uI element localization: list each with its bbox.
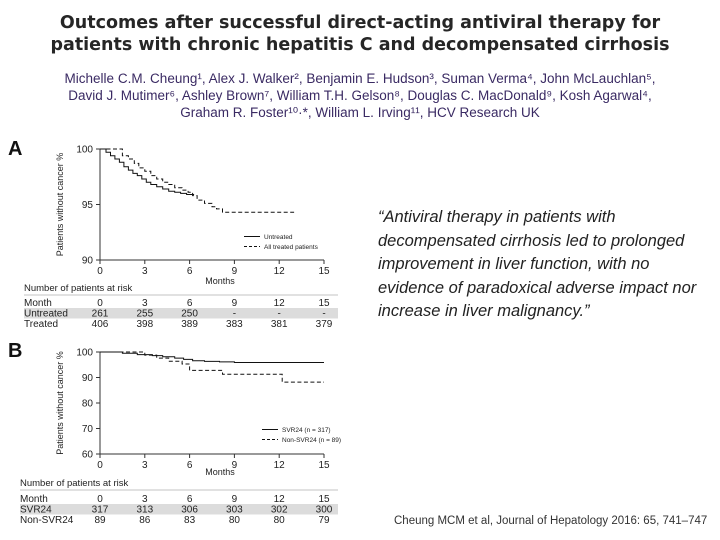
panel-a-risk-table-cell: - — [278, 309, 281, 320]
panel-a-risk-table-cell: 398 — [136, 319, 153, 330]
panel-b-series-line-1 — [100, 351, 324, 363]
panel-a-x-tick-label: 3 — [142, 266, 148, 277]
panel-b-risk-table-cell: 80 — [229, 515, 241, 526]
panel-b-y-tick-label: 80 — [82, 399, 94, 410]
panel-a-x-axis-label: Months — [205, 276, 235, 286]
panel-b-label: B — [8, 340, 23, 362]
panel-b-x-tick-label: 9 — [232, 460, 238, 471]
panel-a-series-line-1 — [100, 148, 195, 195]
panel-a-risk-table-cell: 0 — [97, 298, 103, 309]
panel-b-risk-table-cell: 89 — [94, 515, 106, 526]
panel-b-risk-table-row-label: SVR24 — [20, 505, 52, 516]
panel-b-risk-table-row-label: Month — [20, 494, 48, 505]
panel-a-legend-label-1: Untreated — [264, 234, 293, 241]
panel-b-legend-label-1: SVR24 (n = 317) — [282, 427, 331, 434]
panel-b-y-tick-label: 90 — [82, 373, 94, 384]
panel-a-risk-table-cell: 6 — [187, 298, 193, 309]
panel-a-risk-table-cell: - — [233, 309, 236, 320]
panel-b-risk-table-title: Number of patients at risk — [20, 478, 128, 489]
panel-a-risk-table-cell: 381 — [271, 319, 288, 330]
panel-b-risk-table-cell: 83 — [184, 515, 196, 526]
panel-a-y-tick-label: 95 — [82, 200, 94, 211]
panel-a-x-tick-label: 6 — [187, 266, 193, 277]
panel-a-y-axis-label: Patients without cancer % — [55, 153, 65, 257]
author-list: Michelle C.M. Cheung¹, Alex J. Walker², … — [0, 70, 720, 121]
title-line-1: Outcomes after successful direct-acting … — [59, 13, 661, 33]
title-line-2: patients with chronic hepatitis C and de… — [50, 35, 670, 55]
panel-b-x-tick-label: 12 — [274, 460, 286, 471]
authors-line-1: Michelle C.M. Cheung¹, Alex J. Walker², … — [64, 71, 656, 86]
key-finding-quote: “Antiviral therapy in patients with deco… — [378, 208, 697, 320]
panel-b-risk-table-cell: 313 — [136, 505, 153, 516]
panel-b-y-tick-label: 100 — [76, 348, 93, 359]
panel-b-y-axis-label: Patients without cancer % — [55, 351, 65, 455]
panel-a-x-tick-label: 9 — [232, 266, 238, 277]
panel-b-x-tick-label: 0 — [97, 460, 103, 471]
panel-a-risk-table-cell: 255 — [136, 309, 153, 320]
panel-a-risk-table-cell: 261 — [92, 309, 109, 320]
panel-b-risk-table-row-label: Non-SVR24 — [20, 515, 74, 526]
panel-b-series-line-2 — [100, 351, 324, 383]
panel-a-risk-table-cell: 250 — [181, 309, 198, 320]
panel-b-risk-table-stripe — [20, 504, 338, 515]
panel-b-risk-table-cell: 6 — [187, 494, 193, 505]
panel-b-legend-label-2: Non-SVR24 (n = 89) — [282, 437, 341, 444]
panel-b-x-tick-label: 6 — [187, 460, 193, 471]
panel-a-risk-table-cell: 383 — [226, 319, 243, 330]
panel-a-y-tick-label: 100 — [76, 145, 93, 156]
panel-b-risk-table-cell: 9 — [232, 494, 238, 505]
panel-a-risk-table-cell: 12 — [274, 298, 286, 309]
panel-a-risk-table-cell: 379 — [316, 319, 333, 330]
panel-b-risk-table-cell: 80 — [274, 515, 286, 526]
authors-line-3: Graham R. Foster¹⁰·*, William L. Irving¹… — [180, 105, 540, 120]
panel-a-x-tick-label: 0 — [97, 266, 103, 277]
panel-a-risk-table-row-label: Treated — [24, 319, 58, 330]
panel-a-risk-table-cell: 406 — [92, 319, 109, 330]
panel-b-risk-table-cell: 303 — [226, 505, 243, 516]
panel-b-risk-table-cell: 306 — [181, 505, 198, 516]
panel-a-risk-table-row-label: Month — [24, 298, 52, 309]
panel-b-x-axis-label: Months — [205, 467, 235, 477]
panel-a-x-tick-label: 15 — [318, 266, 330, 277]
panel-b-risk-table-cell: 302 — [271, 505, 288, 516]
panel-b-risk-table-cell: 0 — [97, 494, 103, 505]
panel-a-x-tick-label: 12 — [274, 266, 286, 277]
panel-a-label: A — [8, 138, 23, 160]
panel-a-legend-label-2: All treated patients — [264, 244, 319, 251]
panel-a-risk-table-cell: 15 — [318, 298, 330, 309]
panel-b-risk-table-cell: 300 — [316, 505, 333, 516]
paper-title: Outcomes after successful direct-acting … — [0, 12, 720, 56]
panel-a-risk-table-title: Number of patients at risk — [24, 283, 132, 294]
panel-a-risk-table-cell: 9 — [232, 298, 238, 309]
panel-b-y-tick-label: 70 — [82, 424, 94, 435]
panel-b-x-tick-label: 15 — [318, 460, 330, 471]
panel-b-risk-table-cell: 15 — [318, 494, 330, 505]
panel-b-risk-table-cell: 12 — [274, 494, 286, 505]
panel-b-risk-table-cell: 317 — [92, 505, 109, 516]
panel-a-risk-table-cell: 389 — [181, 319, 198, 330]
panel-b-x-tick-label: 3 — [142, 460, 148, 471]
panel-b-y-tick-label: 60 — [82, 450, 94, 461]
journal-citation: Cheung MCM et al, Journal of Hepatology … — [394, 515, 708, 527]
panel-a-risk-table-row-label: Untreated — [24, 309, 68, 320]
panel-a-risk-table-cell: 3 — [142, 298, 148, 309]
panel-a-series-line-2 — [100, 148, 295, 213]
authors-line-2: David J. Mutimer⁶, Ashley Brown⁷, Willia… — [68, 88, 652, 103]
panel-b-risk-table-cell: 86 — [139, 515, 151, 526]
panel-a-risk-table-cell: - — [322, 309, 325, 320]
panel-b-risk-table-cell: 3 — [142, 494, 148, 505]
panel-a-y-tick-label: 90 — [82, 256, 94, 267]
panel-b-risk-table-cell: 79 — [318, 515, 330, 526]
panel-a-risk-table-stripe — [24, 308, 338, 319]
